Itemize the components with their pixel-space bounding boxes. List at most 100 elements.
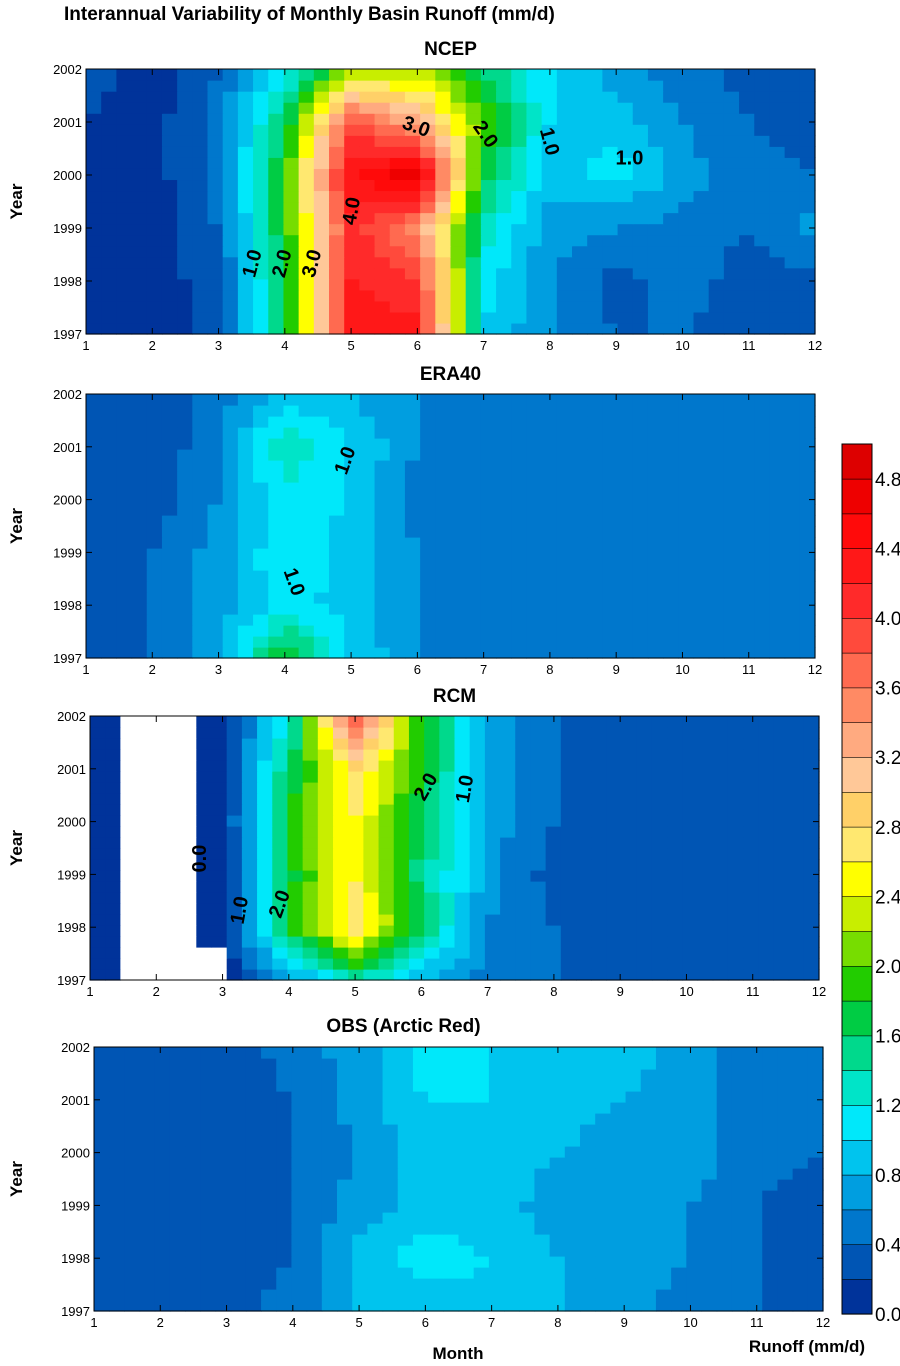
field-cell <box>762 1157 779 1169</box>
field-cell <box>139 1146 156 1158</box>
field-cell <box>708 157 725 169</box>
field-cell <box>621 892 638 904</box>
field-cell <box>743 892 759 904</box>
field-cell <box>731 1278 748 1290</box>
field-cell <box>788 936 805 948</box>
field-cell <box>587 157 603 169</box>
field-cell <box>298 69 315 81</box>
field-cell <box>237 603 254 615</box>
field-cell <box>374 625 391 637</box>
field-cell <box>758 848 775 860</box>
field-cell <box>526 80 543 92</box>
field-cell <box>154 1102 171 1114</box>
field-cell <box>727 760 744 772</box>
field-cell <box>473 1102 490 1114</box>
field-cell <box>222 168 239 181</box>
field-cell <box>731 1300 748 1312</box>
field-cell <box>686 1102 703 1114</box>
x-tick-label: 4 <box>289 1315 296 1330</box>
field-cell <box>131 416 148 428</box>
field-cell <box>655 1113 672 1125</box>
field-cell <box>610 1245 627 1257</box>
field-cell <box>769 256 786 269</box>
field-cell <box>465 559 482 571</box>
field-cell <box>272 914 289 926</box>
field-cell <box>454 936 471 948</box>
field-cell <box>393 881 410 893</box>
field-cell <box>404 69 421 81</box>
field-cell <box>595 1179 611 1191</box>
field-cell <box>420 603 436 615</box>
field-cell <box>799 504 816 516</box>
field-cell <box>378 815 395 827</box>
field-cell <box>94 1223 110 1235</box>
field-cell <box>465 201 482 214</box>
field-cell <box>784 146 801 158</box>
field-cell <box>245 1245 262 1257</box>
field-cell <box>116 559 133 571</box>
field-cell <box>754 460 771 472</box>
field-cell <box>591 870 607 882</box>
field-cell <box>443 1179 460 1191</box>
field-cell <box>632 625 649 637</box>
field-cell <box>86 168 102 181</box>
field-cell <box>109 1113 125 1125</box>
field-cell <box>526 482 543 494</box>
colorbar-tick-label: 2.8 <box>875 818 900 839</box>
field-cell <box>412 1278 429 1290</box>
field-cell <box>408 947 425 959</box>
field-cell <box>792 1146 809 1158</box>
field-cell <box>712 870 729 882</box>
field-cell <box>754 537 771 549</box>
field-cell <box>500 771 516 783</box>
field-cell <box>526 234 543 247</box>
field-cell <box>723 438 740 450</box>
field-cell <box>435 168 452 181</box>
field-cell <box>135 782 152 794</box>
field-cell <box>337 1091 353 1103</box>
field-cell <box>511 322 528 335</box>
field-cell <box>161 245 178 258</box>
field-cell <box>682 826 699 838</box>
field-cell <box>146 322 163 335</box>
field-cell <box>257 826 273 838</box>
field-cell <box>769 311 786 324</box>
field-cell <box>480 300 497 313</box>
field-cell <box>378 859 395 871</box>
field-cell <box>632 438 649 450</box>
field-cell <box>363 837 380 849</box>
field-cell <box>283 438 300 450</box>
field-cell <box>241 881 258 893</box>
field-cell <box>389 91 406 103</box>
field-cell <box>181 804 197 816</box>
field-cell <box>109 1223 125 1235</box>
field-cell <box>207 581 224 593</box>
field-cell <box>480 625 497 637</box>
field-cell <box>105 969 121 981</box>
field-cell <box>237 212 254 225</box>
field-cell <box>572 614 588 626</box>
colorbar-swatch <box>841 826 873 863</box>
field-cell <box>708 245 725 258</box>
field-cell <box>458 1091 475 1103</box>
field-cell <box>480 234 497 247</box>
field-cell <box>272 749 289 761</box>
field-cell <box>181 771 197 783</box>
field-cell <box>317 782 334 794</box>
field-cell <box>245 1047 262 1059</box>
field-cell <box>636 848 653 860</box>
field-cell <box>504 1256 520 1268</box>
field-cell <box>625 1058 642 1070</box>
field-cell <box>374 482 391 494</box>
field-cell <box>298 289 315 302</box>
field-cell <box>595 1168 611 1180</box>
field-cell <box>90 936 106 948</box>
field-cell <box>306 1157 323 1169</box>
field-cell <box>435 416 452 428</box>
field-cell <box>500 936 516 948</box>
field-cell <box>177 460 193 472</box>
field-cell <box>480 636 497 648</box>
field-cell <box>716 1102 733 1114</box>
colorbar-swatch <box>841 861 873 897</box>
field-cell <box>731 1113 748 1125</box>
